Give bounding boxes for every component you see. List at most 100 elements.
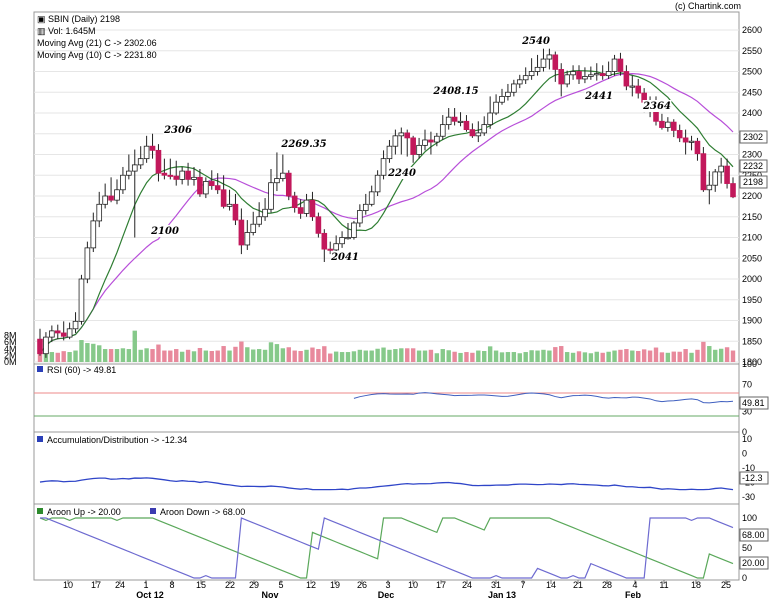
volume-bar [422, 350, 428, 362]
aroon-tick-label: 50 [742, 543, 752, 553]
price-tick-label: 2300 [742, 150, 762, 160]
x-tick-label: 25 [721, 580, 731, 590]
volume-bar [559, 346, 564, 362]
volume-bar [499, 352, 505, 362]
month-label: Nov [261, 590, 278, 600]
volume-bar [671, 351, 676, 362]
x-tick-label: 24 [462, 580, 472, 590]
rsi-tick-label: 70 [742, 379, 752, 389]
candle-body [43, 336, 49, 355]
x-tick-label: 14 [546, 580, 556, 590]
candle-body [232, 203, 239, 221]
volume-bar [624, 349, 629, 362]
volume-bar [493, 350, 499, 362]
volume-bar [102, 349, 108, 362]
volume-bar [345, 352, 351, 362]
volume-bar [185, 349, 191, 362]
volume-bar [245, 347, 250, 362]
volume-bar [268, 342, 274, 362]
x-tick-label: 17 [436, 580, 446, 590]
candle-body [137, 158, 144, 166]
volume-bar [162, 350, 167, 362]
volume-bar [256, 349, 262, 362]
volume-bar [707, 346, 712, 362]
candle-body [676, 130, 683, 139]
candle-body [72, 320, 79, 330]
annotation-label: 2306 [163, 125, 192, 136]
ma10-value-tag: 2232 [743, 161, 763, 171]
ma10-line [39, 70, 734, 355]
volume-bar [553, 347, 558, 362]
volume-bar [547, 350, 552, 362]
aroon-up-value-tag: 20.00 [742, 558, 765, 568]
candle-body [291, 195, 298, 209]
volume-bar [49, 352, 55, 362]
candle-body [285, 172, 292, 197]
volume-bar [713, 349, 718, 362]
candle-body [250, 223, 257, 233]
candle-body [416, 144, 422, 155]
volume-bar [339, 352, 345, 362]
candle-body [522, 75, 529, 81]
volume-bar [67, 352, 72, 362]
aroon-up-line [39, 517, 734, 579]
candle-body [333, 243, 339, 251]
candle-body [268, 182, 274, 210]
volume-bar [695, 349, 700, 362]
volume-bar [576, 351, 582, 362]
aroon-down-legend: Aroon Down -> 68.00 [160, 507, 245, 517]
volume-bar [369, 350, 374, 362]
volume-bar [594, 351, 599, 362]
volume-bar [511, 352, 517, 362]
grid-lines [34, 29, 739, 363]
volume-bar [523, 352, 528, 362]
candle-body [552, 54, 559, 70]
candle-body [546, 54, 553, 60]
candle-body [374, 174, 381, 193]
candle-body [511, 83, 517, 93]
candle-body [682, 137, 689, 143]
volume-bar [114, 349, 120, 362]
volume-bars [37, 330, 736, 362]
candle-body [392, 135, 399, 147]
volume-bar [653, 347, 659, 362]
candle-body [197, 176, 203, 195]
candle-body [66, 328, 73, 338]
volume-bar [280, 348, 286, 362]
rsi-axis: 100 70 30 0 [742, 359, 757, 437]
volume-tick-label: 6M [4, 337, 17, 347]
price-tick-label: 2500 [742, 67, 762, 77]
ad-axis: 100-10-20-30 [742, 434, 755, 502]
volume-bar [588, 353, 594, 362]
annotation-label: 2540 [521, 36, 550, 47]
volume-tick-label: 8M [4, 331, 17, 341]
candle-body [588, 74, 594, 77]
candle-body [155, 149, 162, 174]
candle-body [434, 135, 440, 143]
candle-body [179, 170, 185, 180]
candle-body [220, 189, 227, 207]
price-panel-frame [33, 11, 740, 365]
candle-body [60, 332, 67, 337]
candle-body [149, 145, 156, 151]
volume-bar [428, 349, 434, 362]
candle-body [244, 232, 251, 246]
candle-body [617, 58, 624, 72]
volume-bar [452, 351, 457, 362]
aroon-down-line [40, 517, 734, 579]
candle-body [339, 237, 345, 245]
volume-icon: ▥ [37, 26, 46, 36]
candle-body [386, 145, 393, 160]
ad-tick-label: -10 [742, 463, 755, 473]
volume-bar [322, 346, 327, 362]
candle-body [505, 91, 511, 97]
candle-body [688, 140, 695, 143]
candle-body [238, 219, 245, 246]
price-tick-label: 2150 [742, 212, 762, 222]
candle-body [469, 129, 476, 137]
volume-bar [191, 351, 197, 362]
candle-body [368, 191, 375, 205]
candle-body [629, 85, 636, 88]
candle-body [593, 73, 600, 76]
